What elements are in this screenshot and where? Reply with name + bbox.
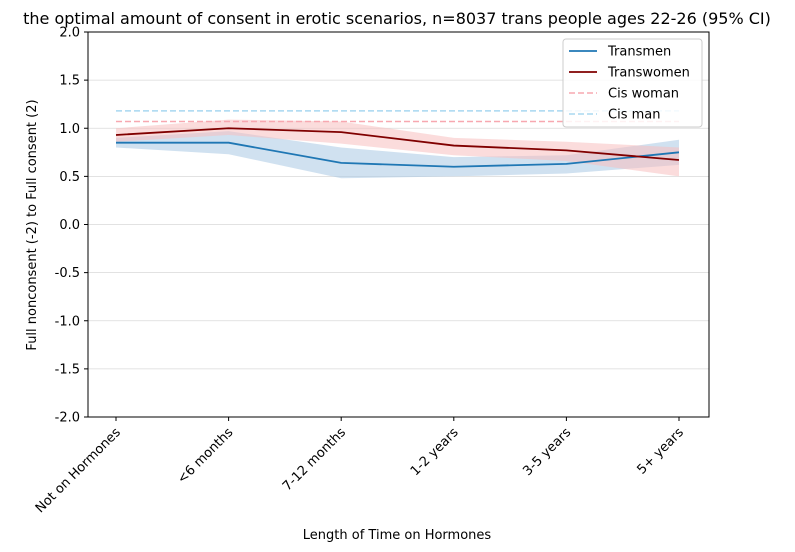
y-tick-label: 1.0 — [59, 122, 80, 137]
legend-box — [562, 38, 703, 128]
y-tick-label: 2.0 — [59, 26, 80, 41]
legend-label: Transwomen — [607, 66, 690, 81]
confidence-band-transmen — [116, 131, 679, 179]
confidence-bands — [116, 119, 679, 179]
y-tick-label: -2.0 — [55, 411, 80, 426]
legend-label: Cis man — [608, 108, 660, 123]
y-tick-label: -0.5 — [55, 266, 80, 281]
y-tick-label: -1.0 — [55, 314, 80, 329]
chart-title: the optimal amount of consent in erotic … — [23, 9, 771, 28]
x-axis-label: Length of Time on Hormones — [303, 528, 492, 543]
legend: Transmen Transwomen Cis woman Cis man — [562, 38, 703, 128]
y-axis-label: Full nonconsent (-2) to Full consent (2) — [25, 99, 40, 350]
confidence-band-transwomen — [116, 119, 679, 177]
series-line-transwomen — [115, 127, 680, 161]
y-tick-label: 1.5 — [59, 74, 80, 89]
legend-label: Transmen — [607, 45, 671, 60]
legend-label: Cis woman — [608, 87, 679, 102]
y-tick-label: 0.5 — [59, 170, 80, 185]
y-tick-label: 0.0 — [59, 218, 80, 233]
y-tick-label: -1.5 — [55, 362, 80, 377]
series-line-transmen — [116, 141, 680, 168]
